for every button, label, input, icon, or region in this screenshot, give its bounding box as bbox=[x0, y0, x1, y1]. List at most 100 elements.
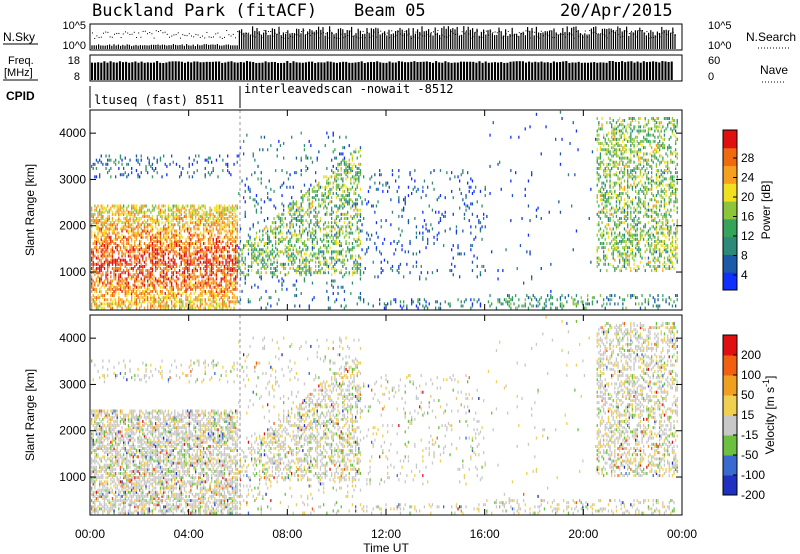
heatmap-cell bbox=[230, 254, 231, 257]
heatmap-cell bbox=[294, 284, 295, 287]
heatmap-cell bbox=[91, 219, 92, 222]
heatmap-cell bbox=[273, 217, 274, 220]
heatmap-cell bbox=[165, 209, 166, 212]
heatmap-cell bbox=[312, 227, 313, 230]
heatmap-cell bbox=[312, 161, 313, 164]
heatmap-cell bbox=[197, 250, 198, 253]
heatmap-cell bbox=[281, 250, 282, 253]
heatmap-cell bbox=[94, 213, 95, 216]
heatmap-cell bbox=[113, 242, 114, 245]
nsearch-dot bbox=[140, 37, 141, 38]
nsearch-dot bbox=[671, 33, 672, 34]
heatmap-cell bbox=[294, 217, 295, 220]
heatmap-cell bbox=[99, 288, 100, 291]
heatmap-cell bbox=[112, 223, 113, 226]
heatmap-cell bbox=[257, 165, 258, 168]
heatmap-cell bbox=[248, 269, 249, 272]
nsearch-dot bbox=[268, 31, 269, 32]
heatmap-cell bbox=[317, 219, 318, 222]
heatmap-cell bbox=[272, 229, 273, 232]
heatmap-cell bbox=[235, 204, 236, 207]
heatmap-cell bbox=[153, 275, 154, 278]
heatmap-cell bbox=[238, 192, 239, 195]
heatmap-cell bbox=[197, 282, 198, 285]
heatmap-cell bbox=[153, 240, 154, 243]
heatmap-cell bbox=[160, 209, 161, 212]
heatmap-cell bbox=[301, 215, 302, 218]
heatmap-cell bbox=[126, 290, 127, 293]
heatmap-cell bbox=[177, 240, 178, 243]
heatmap-cell bbox=[245, 244, 246, 247]
heatmap-cell bbox=[227, 236, 228, 239]
nsearch-dot bbox=[358, 38, 359, 39]
heatmap-cell bbox=[129, 300, 130, 303]
heatmap-cell bbox=[182, 267, 183, 270]
heatmap-cell bbox=[133, 215, 134, 218]
heatmap-cell bbox=[102, 232, 103, 235]
heatmap-cell bbox=[142, 215, 143, 218]
nsearch-dot bbox=[154, 38, 155, 39]
heatmap-cell bbox=[121, 307, 122, 310]
heatmap-cell bbox=[141, 282, 142, 285]
heatmap-cell bbox=[123, 236, 124, 239]
heatmap-cell bbox=[302, 207, 303, 210]
heatmap-cell bbox=[169, 215, 170, 218]
heatmap-cell bbox=[265, 290, 266, 293]
nsearch-dot bbox=[112, 37, 113, 38]
heatmap-cell bbox=[257, 263, 258, 266]
heatmap-cell bbox=[109, 159, 110, 162]
heatmap-cell bbox=[128, 163, 129, 166]
heatmap-cell bbox=[229, 254, 230, 257]
heatmap-cell bbox=[171, 265, 172, 268]
heatmap-cell bbox=[101, 161, 102, 164]
heatmap-cell bbox=[145, 229, 146, 232]
heatmap-cell bbox=[278, 232, 279, 235]
heatmap-cell bbox=[177, 215, 178, 218]
heatmap-cell bbox=[201, 213, 202, 216]
heatmap-cell bbox=[129, 259, 130, 262]
heatmap-cell bbox=[200, 254, 201, 257]
heatmap-cell bbox=[168, 269, 169, 272]
heatmap-cell bbox=[176, 238, 177, 241]
nsearch-dot bbox=[437, 30, 438, 31]
heatmap-cell bbox=[96, 257, 97, 260]
heatmap-cell bbox=[94, 282, 95, 285]
nsearch-dot bbox=[396, 35, 397, 36]
heatmap-cell bbox=[144, 275, 145, 278]
heatmap-cell bbox=[187, 296, 188, 299]
heatmap-cell bbox=[145, 225, 146, 228]
heatmap-cell bbox=[96, 277, 97, 280]
heatmap-cell bbox=[232, 244, 233, 247]
nsearch-dot bbox=[235, 37, 236, 38]
heatmap-cell bbox=[105, 236, 106, 239]
heatmap-cell bbox=[307, 221, 308, 224]
nsearch-dot bbox=[233, 34, 234, 35]
heatmap-cell bbox=[128, 204, 129, 207]
heatmap-cell bbox=[217, 302, 218, 305]
nsearch-dot bbox=[666, 34, 667, 35]
heatmap-cell bbox=[121, 263, 122, 266]
heatmap-cell bbox=[325, 227, 326, 230]
heatmap-cell bbox=[216, 204, 217, 207]
heatmap-cell bbox=[233, 300, 234, 303]
heatmap-cell bbox=[280, 250, 281, 253]
heatmap-cell bbox=[97, 204, 98, 207]
heatmap-cell bbox=[109, 227, 110, 230]
heatmap-cell bbox=[267, 302, 268, 305]
heatmap-cell bbox=[171, 240, 172, 243]
heatmap-cell bbox=[305, 169, 306, 172]
nsearch-dot bbox=[613, 32, 614, 33]
heatmap-cell bbox=[136, 290, 137, 293]
heatmap-cell bbox=[309, 211, 310, 214]
heatmap-cell bbox=[123, 284, 124, 287]
heatmap-cell bbox=[147, 244, 148, 247]
heatmap-cell bbox=[101, 302, 102, 305]
heatmap-cell bbox=[245, 190, 246, 193]
heatmap-cell bbox=[205, 279, 206, 282]
heatmap-cell bbox=[232, 213, 233, 216]
heatmap-cell bbox=[169, 259, 170, 262]
heatmap-cell bbox=[211, 263, 212, 266]
heatmap-cell bbox=[120, 284, 121, 287]
heatmap-cell bbox=[320, 269, 321, 272]
heatmap-cell bbox=[192, 234, 193, 237]
